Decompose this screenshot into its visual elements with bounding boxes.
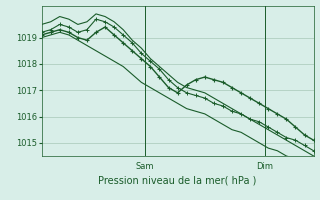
Text: Sam: Sam xyxy=(136,162,154,171)
X-axis label: Pression niveau de la mer( hPa ): Pression niveau de la mer( hPa ) xyxy=(99,175,257,185)
Text: Dim: Dim xyxy=(256,162,273,171)
